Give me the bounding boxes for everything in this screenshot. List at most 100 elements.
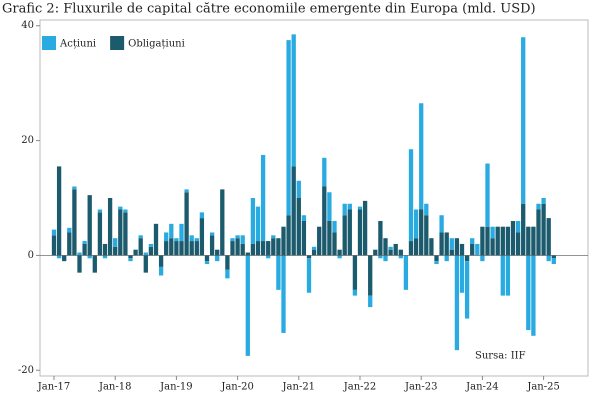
- bar: [286, 40, 291, 216]
- bar: [521, 203, 526, 256]
- bar: [403, 255, 409, 290]
- bar: [475, 243, 480, 256]
- bar: [327, 220, 332, 256]
- bar: [393, 243, 398, 256]
- bar: [194, 238, 199, 242]
- bar: [449, 238, 454, 250]
- y-tick-label: 40: [21, 20, 34, 31]
- x-tick-label: Jan-19: [159, 382, 193, 393]
- bar: [464, 261, 470, 319]
- bar: [311, 249, 317, 256]
- bar: [347, 209, 352, 256]
- plot-frame: [39, 19, 589, 377]
- x-tick-label: Jan-25: [526, 382, 560, 393]
- bar: [408, 149, 414, 242]
- bar: [266, 255, 271, 259]
- bar: [209, 232, 215, 236]
- y-tick-label: 20: [21, 135, 34, 146]
- bar: [158, 266, 164, 276]
- bar: [434, 255, 439, 262]
- bar: [419, 209, 424, 256]
- bar: [536, 209, 541, 256]
- bar: [470, 238, 475, 244]
- bar: [225, 255, 230, 270]
- bar: [199, 218, 205, 256]
- bar: [419, 103, 424, 210]
- x-tick-label: Jan-20: [220, 382, 254, 393]
- bar: [82, 241, 87, 244]
- bar: [531, 226, 536, 256]
- bar: [118, 209, 123, 256]
- bar: [123, 212, 128, 256]
- bar: [301, 215, 307, 221]
- bar: [128, 255, 133, 259]
- bar: [87, 255, 92, 259]
- bar: [439, 232, 444, 256]
- bar: [230, 241, 235, 256]
- x-tick-label: Jan-24: [465, 382, 499, 393]
- y-tick-label: -20: [18, 365, 34, 376]
- bar: [179, 223, 184, 242]
- bar: [255, 241, 261, 256]
- bar: [352, 289, 358, 296]
- bar: [500, 255, 505, 296]
- bar: [357, 209, 363, 256]
- bar: [515, 232, 521, 256]
- bar: [266, 241, 271, 256]
- bar: [51, 235, 57, 256]
- bar: [551, 258, 556, 265]
- bar: [362, 200, 368, 256]
- bar: [67, 227, 72, 233]
- bar: [82, 243, 87, 256]
- bar: [546, 255, 551, 262]
- bar: [536, 203, 541, 210]
- bar: [97, 212, 103, 256]
- bar: [505, 226, 511, 256]
- bar: [92, 255, 97, 273]
- bar: [199, 212, 205, 219]
- bar: [546, 218, 551, 256]
- bar: [444, 255, 449, 262]
- bar: [143, 252, 148, 256]
- bar: [337, 249, 342, 256]
- bar: [87, 195, 92, 256]
- bar: [133, 249, 138, 256]
- bar: [464, 255, 470, 262]
- legend-swatch: [42, 36, 56, 50]
- bar: [368, 295, 373, 308]
- bar: [311, 246, 317, 250]
- bar: [332, 232, 337, 256]
- bar: [378, 220, 383, 256]
- bar: [541, 198, 546, 204]
- y-tick-label: 0: [28, 250, 34, 261]
- bar: [368, 255, 373, 296]
- bar: [485, 226, 490, 256]
- bar: [337, 255, 342, 259]
- bar: [378, 255, 383, 259]
- bar: [291, 34, 296, 167]
- legend-swatch: [110, 36, 125, 50]
- bar: [225, 269, 230, 279]
- bar: [189, 241, 194, 256]
- bar: [230, 238, 235, 242]
- bar: [102, 243, 108, 256]
- bar: [113, 246, 118, 256]
- bar: [102, 255, 108, 259]
- bar: [454, 238, 460, 256]
- bar: [138, 235, 143, 239]
- bar: [510, 220, 516, 256]
- bar: [189, 235, 194, 242]
- bar: [322, 186, 327, 256]
- bar: [235, 235, 240, 239]
- bar: [184, 192, 189, 256]
- bar: [204, 255, 210, 262]
- chart-title: Grafic 2: Fluxurile de capital către eco…: [2, 2, 536, 17]
- bar: [521, 37, 526, 204]
- bar: [179, 241, 184, 256]
- bar: [454, 255, 460, 351]
- bar: [271, 235, 276, 239]
- bar: [322, 157, 327, 187]
- bar: [148, 243, 154, 247]
- bar: [434, 261, 439, 265]
- bar: [77, 252, 82, 256]
